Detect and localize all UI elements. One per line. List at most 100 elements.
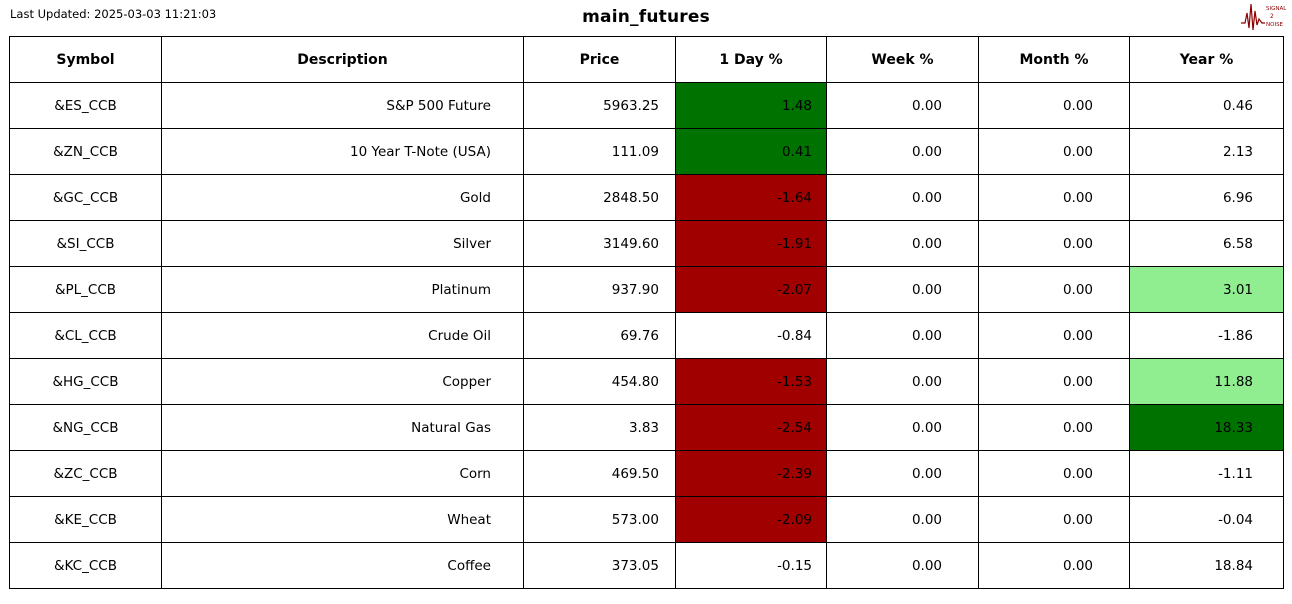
year-cell: 6.58 — [1129, 220, 1284, 267]
table-row: &ES_CCB S&P 500 Future 5963.25 1.48 0.00 0.00… — [9, 82, 1284, 129]
week-cell: 0.00 — [826, 174, 979, 221]
last-updated-timestamp: Last Updated: 2025-03-03 11:21:03 — [10, 7, 217, 21]
table-row: &HG_CCB Copper 454.80 -1.53 0.00 0.00 11.88 — [9, 358, 1284, 405]
symbol-cell: &KE_CCB — [9, 496, 162, 543]
price-cell: 3.83 — [523, 404, 676, 451]
week-cell: 0.00 — [826, 496, 979, 543]
table-header-row: Symbol Description Price 1 Day % Week % Month… — [9, 36, 1284, 83]
table-row: &GC_CCB Gold 2848.50 -1.64 0.00 0.00 6.96 — [9, 174, 1284, 221]
day-cell: -0.84 — [675, 312, 827, 359]
table-row: &CL_CCB Crude Oil 69.76 -0.84 0.00 0.00 -1.86 — [9, 312, 1284, 359]
week-cell: 0.00 — [826, 128, 979, 175]
month-cell: 0.00 — [978, 266, 1130, 313]
column-header-week: Week % — [826, 36, 979, 83]
description-cell: Crude Oil — [161, 312, 524, 359]
month-cell: 0.00 — [978, 542, 1130, 589]
price-cell: 5963.25 — [523, 82, 676, 129]
price-cell: 373.05 — [523, 542, 676, 589]
year-cell: -1.11 — [1129, 450, 1284, 497]
symbol-cell: &NG_CCB — [9, 404, 162, 451]
column-header-price: Price — [523, 36, 676, 83]
day-cell: -1.64 — [675, 174, 827, 221]
day-cell: 0.41 — [675, 128, 827, 175]
logo-text-noise: NOISE — [1266, 22, 1284, 28]
symbol-cell: &ZN_CCB — [9, 128, 162, 175]
column-header-year: Year % — [1129, 36, 1284, 83]
column-header-month: Month % — [978, 36, 1130, 83]
logo-text-2: 2 — [1270, 13, 1274, 20]
day-cell: -2.54 — [675, 404, 827, 451]
report-header: Last Updated: 2025-03-03 11:21:03 main_f… — [0, 0, 1292, 36]
description-cell: Corn — [161, 450, 524, 497]
symbol-cell: &ES_CCB — [9, 82, 162, 129]
month-cell: 0.00 — [978, 496, 1130, 543]
table-row: &PL_CCB Platinum 937.90 -2.07 0.00 0.00 3.01 — [9, 266, 1284, 313]
description-cell: 10 Year T-Note (USA) — [161, 128, 524, 175]
day-cell: -2.39 — [675, 450, 827, 497]
day-cell: -1.91 — [675, 220, 827, 267]
table-row: &ZN_CCB 10 Year T-Note (USA) 111.09 0.41 0.0… — [9, 128, 1284, 175]
year-cell: 11.88 — [1129, 358, 1284, 405]
description-cell: Copper — [161, 358, 524, 405]
week-cell: 0.00 — [826, 542, 979, 589]
symbol-cell: &GC_CCB — [9, 174, 162, 221]
week-cell: 0.00 — [826, 220, 979, 267]
week-cell: 0.00 — [826, 312, 979, 359]
logo-text-signal: SIGNAL — [1266, 6, 1286, 12]
month-cell: 0.00 — [978, 450, 1130, 497]
waveform-icon: SIGNAL 2 NOISE — [1241, 3, 1287, 31]
week-cell: 0.00 — [826, 404, 979, 451]
description-cell: Gold — [161, 174, 524, 221]
month-cell: 0.00 — [978, 128, 1130, 175]
description-cell: Platinum — [161, 266, 524, 313]
description-cell: Silver — [161, 220, 524, 267]
year-cell: -0.04 — [1129, 496, 1284, 543]
price-cell: 573.00 — [523, 496, 676, 543]
price-cell: 3149.60 — [523, 220, 676, 267]
day-cell: -0.15 — [675, 542, 827, 589]
year-cell: 6.96 — [1129, 174, 1284, 221]
week-cell: 0.00 — [826, 358, 979, 405]
page-title: main_futures — [582, 7, 710, 27]
year-cell: 0.46 — [1129, 82, 1284, 129]
description-cell: Coffee — [161, 542, 524, 589]
year-cell: -1.86 — [1129, 312, 1284, 359]
year-cell: 2.13 — [1129, 128, 1284, 175]
month-cell: 0.00 — [978, 358, 1130, 405]
price-cell: 69.76 — [523, 312, 676, 359]
column-header-1-day: 1 Day % — [675, 36, 827, 83]
week-cell: 0.00 — [826, 82, 979, 129]
year-cell: 3.01 — [1129, 266, 1284, 313]
symbol-cell: &ZC_CCB — [9, 450, 162, 497]
symbol-cell: &CL_CCB — [9, 312, 162, 359]
month-cell: 0.00 — [978, 404, 1130, 451]
week-cell: 0.00 — [826, 450, 979, 497]
column-header-symbol: Symbol — [9, 36, 162, 83]
price-cell: 2848.50 — [523, 174, 676, 221]
day-cell: -2.07 — [675, 266, 827, 313]
table-row: &SI_CCB Silver 3149.60 -1.91 0.00 0.00 6.58 — [9, 220, 1284, 267]
description-cell: Natural Gas — [161, 404, 524, 451]
signal-to-noise-logo: SIGNAL 2 NOISE — [1240, 1, 1287, 33]
price-cell: 111.09 — [523, 128, 676, 175]
day-cell: -2.09 — [675, 496, 827, 543]
price-cell: 937.90 — [523, 266, 676, 313]
column-header-description: Description — [161, 36, 524, 83]
table-row: &KE_CCB Wheat 573.00 -2.09 0.00 0.00 -0.04 — [9, 496, 1284, 543]
month-cell: 0.00 — [978, 220, 1130, 267]
month-cell: 0.00 — [978, 312, 1130, 359]
table-row: &ZC_CCB Corn 469.50 -2.39 0.00 0.00 -1.11 — [9, 450, 1284, 497]
symbol-cell: &KC_CCB — [9, 542, 162, 589]
year-cell: 18.84 — [1129, 542, 1284, 589]
symbol-cell: &SI_CCB — [9, 220, 162, 267]
description-cell: S&P 500 Future — [161, 82, 524, 129]
table-row: &KC_CCB Coffee 373.05 -0.15 0.00 0.00 18.84 — [9, 542, 1284, 589]
month-cell: 0.00 — [978, 174, 1130, 221]
month-cell: 0.00 — [978, 82, 1130, 129]
price-cell: 469.50 — [523, 450, 676, 497]
day-cell: 1.48 — [675, 82, 827, 129]
day-cell: -1.53 — [675, 358, 827, 405]
description-cell: Wheat — [161, 496, 524, 543]
symbol-cell: &PL_CCB — [9, 266, 162, 313]
